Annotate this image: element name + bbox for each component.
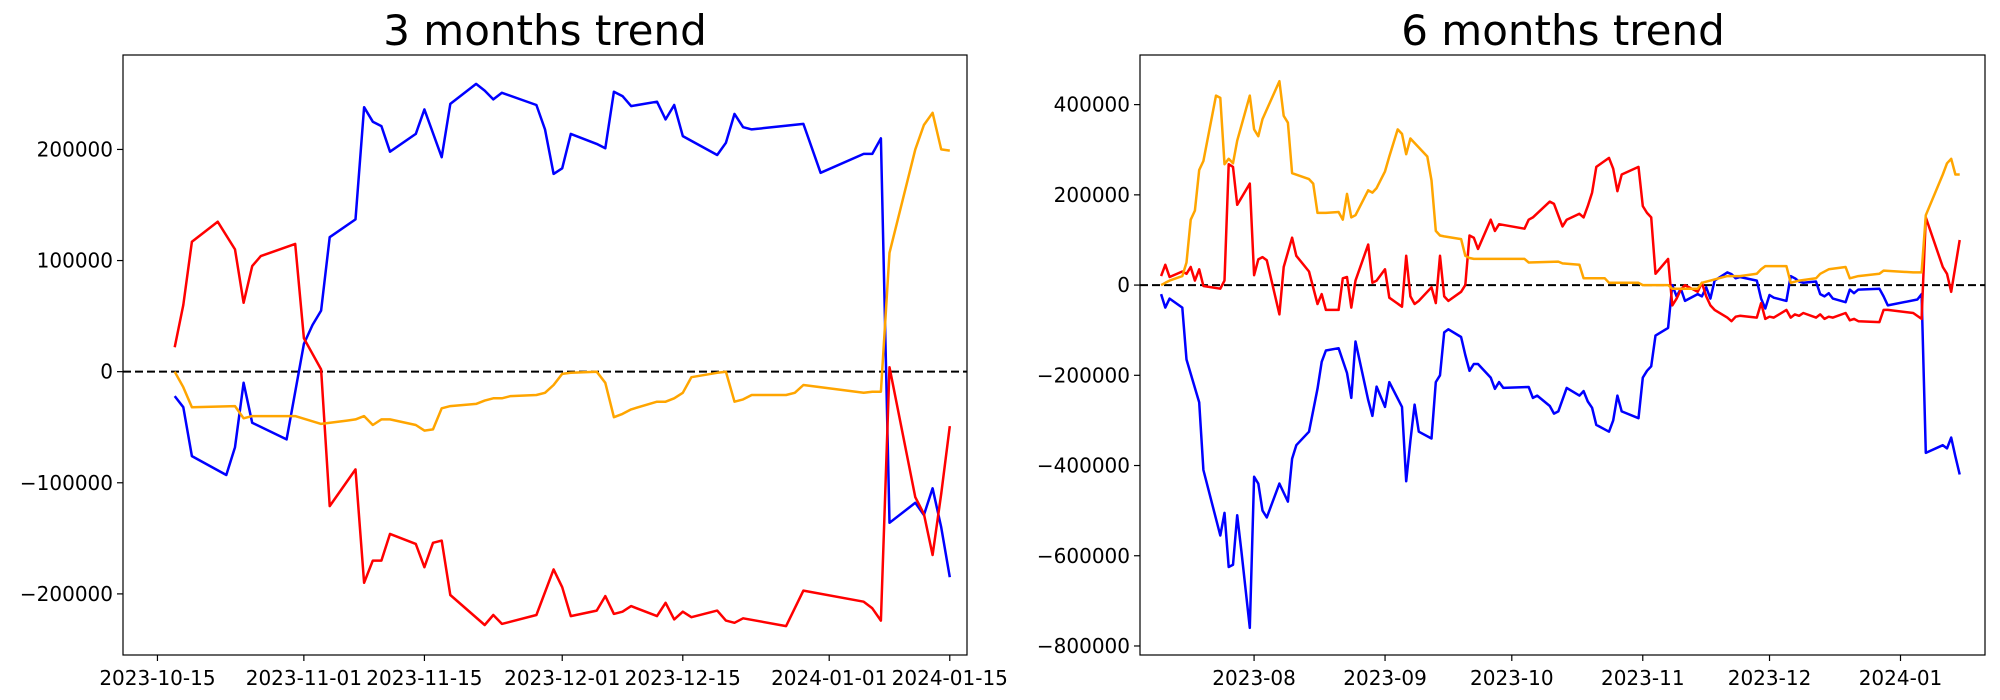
chart-6-months-trend: 6 months trend −800000 −600000 −400000 −200… — [1037, 6, 1986, 690]
x-tick-label: 2023-11-01 — [246, 666, 362, 690]
x-tick-label: 2023-10-15 — [99, 666, 215, 690]
axes-frame — [122, 54, 968, 656]
plot-area — [123, 82, 967, 628]
series-line-1 — [1159, 271, 1961, 630]
y-tick-label: −800000 — [1037, 634, 1130, 658]
series-line-3 — [1160, 79, 1960, 290]
y-tick-label: −200000 — [20, 582, 113, 606]
x-tick-label: 2023-09 — [1343, 666, 1427, 690]
x-tick-label: 2023-12-01 — [504, 666, 620, 690]
y-tick-label: 100000 — [37, 249, 113, 273]
x-tick-label: 2023-11 — [1601, 666, 1685, 690]
series-line-3 — [173, 111, 950, 432]
y-tick-label: 0 — [1117, 273, 1130, 297]
chart-title: 6 months trend — [1401, 6, 1725, 55]
x-tick-label: 2023-11-15 — [366, 666, 482, 690]
x-tick-label: 2023-08 — [1212, 666, 1296, 690]
plot-area — [1140, 79, 1985, 630]
y-tick-label: −100000 — [20, 471, 113, 495]
y-tick-label: 200000 — [37, 137, 113, 161]
series-line-1 — [173, 82, 952, 578]
axes: −200000 −100000 0 100000 200000 2023-10-15 202… — [20, 54, 1008, 690]
x-tick-label: 2024-01-01 — [771, 666, 887, 690]
y-tick-label: 400000 — [1054, 93, 1130, 117]
y-tick-label: −400000 — [1037, 454, 1130, 478]
chart-title: 3 months trend — [383, 6, 707, 55]
x-tick-label: 2023-10 — [1470, 666, 1554, 690]
x-tick-label: 2023-12 — [1728, 666, 1812, 690]
y-tick-label: 0 — [100, 360, 113, 384]
x-tick-label: 2023-12-15 — [625, 666, 741, 690]
y-tick-label: −200000 — [1037, 363, 1130, 387]
x-tick-label: 2024-01-15 — [892, 666, 1008, 690]
axes-frame — [1139, 54, 1986, 656]
y-tick-label: −600000 — [1037, 544, 1130, 568]
y-tick-label: 200000 — [1054, 183, 1130, 207]
x-tick-label: 2024-01 — [1859, 666, 1943, 690]
series-line-2 — [1159, 156, 1961, 324]
chart-3-months-trend: 3 months trend −200000 −100000 0 100000 2000… — [20, 6, 1008, 690]
axes: −800000 −600000 −400000 −200000 0 200000 40000… — [1037, 54, 1986, 690]
series-line-2 — [173, 220, 952, 628]
